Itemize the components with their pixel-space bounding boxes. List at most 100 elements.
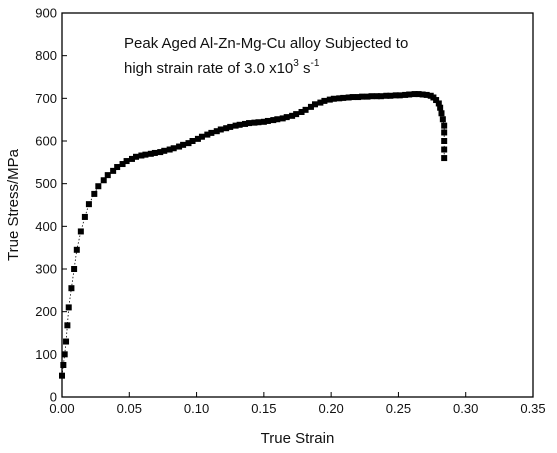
annotation-line-1: Peak Aged Al-Zn-Mg-Cu alloy Subjected to [124,35,408,52]
data-point [383,92,390,99]
x-axis-ticks: 0.00 0.05 0.10 0.15 0.20 0.25 0.30 0.35 [49,392,546,416]
data-point [433,97,440,104]
data-point [302,106,309,113]
x-tick-label: 0.15 [251,401,276,416]
data-point [373,93,380,100]
data-point [100,177,107,184]
data-point [251,119,258,126]
data-point [176,143,183,150]
y-tick-label: 100 [35,347,57,362]
data-point [441,138,448,144]
annotation-line-2-prefix: high strain rate of 3.0 x10 [124,60,293,77]
data-point [63,338,70,345]
y-tick-label: 300 [35,262,57,277]
data-point [147,150,154,157]
data-point [64,322,71,329]
y-tick-label: 500 [35,176,57,191]
y-axis-ticks: 0 100 200 300 400 500 600 700 800 900 [35,6,67,405]
data-point [198,133,205,140]
data-point [161,147,168,154]
data-point [217,126,224,133]
data-point [340,94,347,101]
data-point [377,93,384,100]
data-point [441,146,448,153]
x-tick-label: 0.20 [318,401,343,416]
data-point [194,135,201,142]
data-point [270,117,277,124]
data-point [437,104,444,111]
data-point [246,120,253,127]
data-point [387,92,394,99]
data-point [279,115,286,122]
data-point [264,117,271,124]
data-point [289,112,296,119]
data-point [345,94,352,101]
data-point [59,372,65,379]
data-point [128,155,135,162]
data-point [95,183,102,190]
data-point [396,92,403,99]
series-connector-line [61,93,445,376]
data-point [330,95,337,102]
data-point [236,121,243,128]
series-points [59,91,448,379]
y-tick-label: 0 [50,390,57,405]
x-tick-label: 0.30 [453,401,478,416]
data-point [402,91,409,98]
data-point [60,362,67,368]
data-point [227,123,234,130]
data-point [133,153,140,160]
annotation-line-2: high strain rate of 3.0 x103 s-1 [124,58,320,77]
data-point [204,131,211,138]
data-point [438,110,445,117]
y-tick-label: 700 [35,91,57,106]
data-point [349,94,356,101]
data-point [255,119,262,126]
data-point [185,140,192,147]
data-point [123,158,130,165]
data-point [311,101,318,108]
data-point [293,111,300,118]
data-point [411,91,418,98]
y-axis-title: True Stress/MPa [5,148,22,261]
annotation-unit-exponent: -1 [311,58,320,69]
data-point [415,91,422,98]
x-tick-label: 0.10 [184,401,209,416]
data-point [317,99,324,106]
data-point [441,155,448,162]
data-point [336,95,343,102]
data-point [170,145,177,152]
data-point [213,128,220,135]
data-point [359,93,366,100]
x-tick-label: 0.25 [386,401,411,416]
data-point [189,138,196,144]
y-tick-label: 800 [35,48,57,63]
data-point [242,120,249,127]
y-tick-label: 900 [35,6,57,21]
x-axis-title: True Strain [261,430,335,447]
data-point [81,213,88,220]
data-point [73,246,80,253]
data-point [157,149,164,156]
data-point [439,116,446,123]
x-tick-label: 0.00 [49,401,74,416]
data-point [283,114,290,121]
data-point [223,125,230,132]
data-point [392,92,399,99]
data-point [114,164,121,171]
data-point [104,172,111,179]
data-point [274,116,281,123]
data-point [77,228,84,235]
data-point [364,93,371,100]
data-point [326,96,333,103]
data-point [138,152,145,159]
data-point [119,161,126,168]
y-tick-label: 400 [35,219,57,234]
data-point [208,129,215,136]
data-point [307,103,314,110]
y-tick-label: 600 [35,134,57,149]
plot-frame [61,12,534,398]
y-tick-label: 200 [35,304,57,319]
data-point [68,285,75,292]
